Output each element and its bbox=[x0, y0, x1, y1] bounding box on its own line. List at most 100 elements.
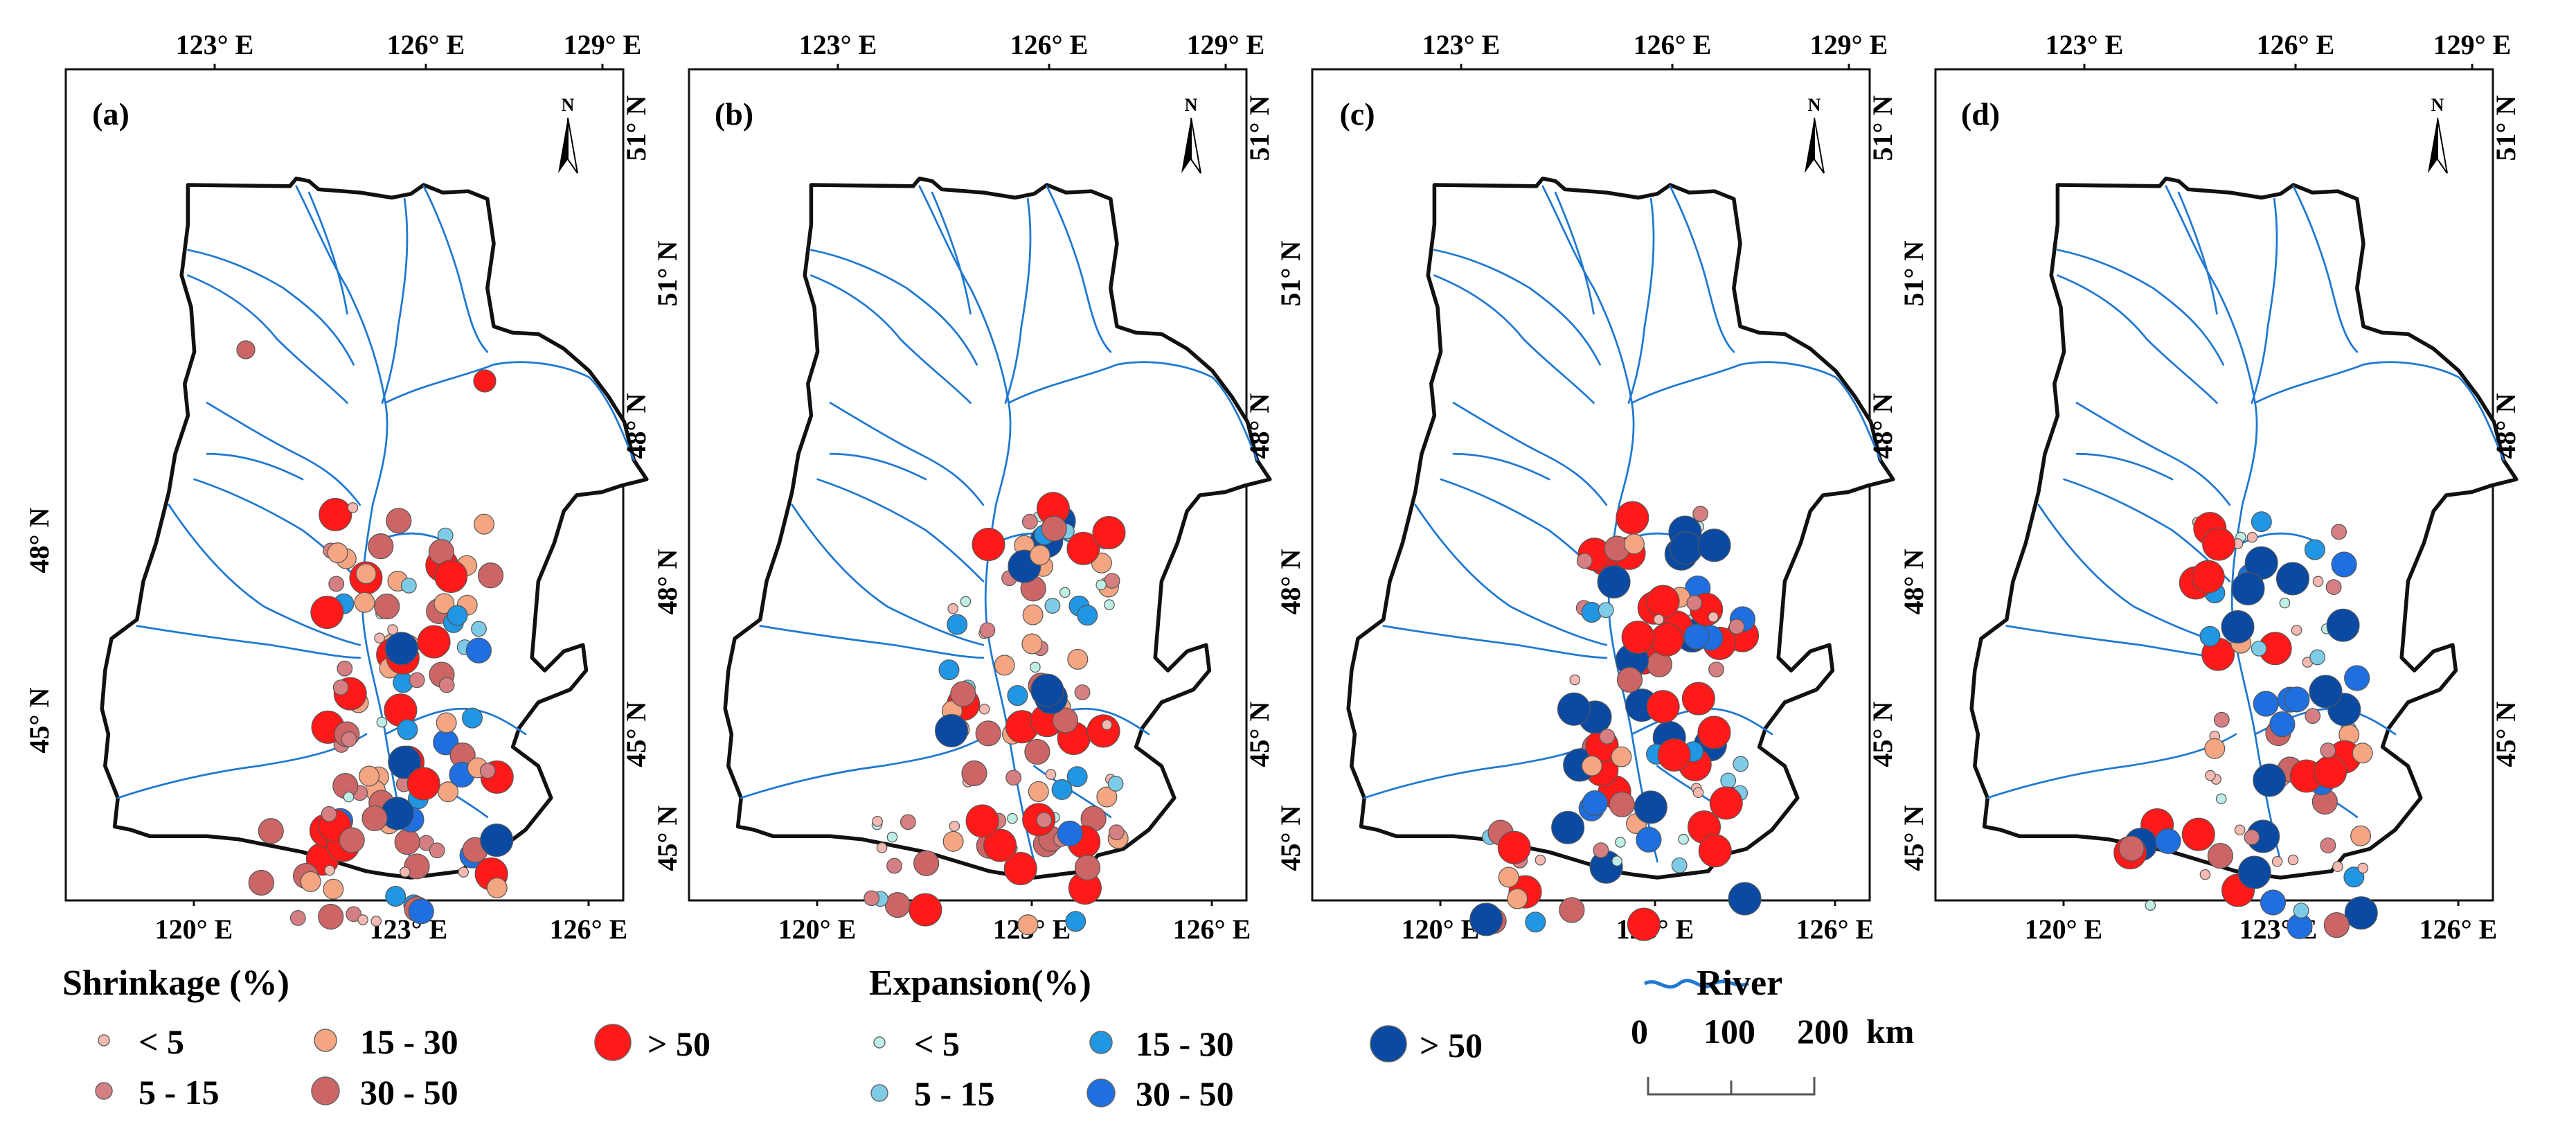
lake-shrinkage-dot bbox=[2246, 531, 2258, 543]
lake-shrinkage-dot bbox=[1067, 648, 1089, 670]
lake-shrinkage-dot bbox=[1021, 513, 1038, 530]
lake-expansion-dot bbox=[2344, 665, 2370, 691]
lake-expansion-dot bbox=[2251, 511, 2272, 533]
lake-expansion-dot bbox=[2284, 686, 2310, 713]
lake-expansion-dot bbox=[1095, 579, 1107, 591]
lake-shrinkage-dot bbox=[1074, 684, 1091, 700]
left-tick-label: 45° N bbox=[24, 687, 55, 753]
lake-expansion-dot bbox=[2253, 691, 2279, 717]
lake-shrinkage-dot bbox=[310, 596, 344, 630]
lake-shrinkage-dot bbox=[2204, 738, 2226, 759]
expansion-legend-title: Expansion(%) bbox=[869, 963, 1091, 1003]
lake-shrinkage-dot bbox=[2234, 824, 2246, 836]
lake-shrinkage-dot bbox=[1022, 604, 1044, 625]
lake-shrinkage-dot bbox=[2357, 862, 2369, 874]
expansion-class-5: > 50 bbox=[1420, 1026, 1483, 1065]
lake-shrinkage-dot bbox=[1681, 682, 1715, 715]
scale-tick-200: 200 bbox=[1797, 1012, 1849, 1051]
lake-shrinkage-dot bbox=[1498, 866, 1519, 888]
lake-expansion-dot bbox=[1051, 779, 1073, 800]
lake-shrinkage-dot bbox=[433, 593, 455, 614]
lake-shrinkage-dot bbox=[2202, 527, 2236, 561]
expansion-legend-symbol-1 bbox=[873, 1036, 886, 1049]
lake-shrinkage-dot bbox=[1535, 854, 1546, 866]
lake-shrinkage-dot bbox=[2305, 708, 2321, 724]
lake-shrinkage-dot bbox=[1576, 553, 1593, 569]
north-arrow-icon bbox=[2428, 118, 2438, 173]
top-tick-label: 123° E bbox=[176, 29, 254, 60]
lake-shrinkage-dot bbox=[1692, 506, 1709, 522]
lake-shrinkage-dot bbox=[324, 864, 335, 876]
right-tick-label: 45° N bbox=[620, 701, 652, 767]
lake-shrinkage-dot bbox=[2320, 743, 2336, 758]
lake-shrinkage-dot bbox=[386, 508, 412, 534]
lake-expansion-dot bbox=[1044, 598, 1061, 614]
lake-shrinkage-dot bbox=[404, 853, 430, 880]
lake-shrinkage-dot bbox=[355, 563, 377, 585]
lake-shrinkage-dot bbox=[1024, 738, 1050, 765]
lake-shrinkage-dot bbox=[1611, 746, 1632, 767]
lake-shrinkage-dot bbox=[1029, 544, 1050, 566]
lake-shrinkage-dot bbox=[1041, 515, 1067, 542]
lake-expansion-dot bbox=[2251, 640, 2267, 657]
shrinkage-class-5: > 50 bbox=[647, 1024, 710, 1063]
right-tick-label: 48° N bbox=[1867, 393, 1898, 459]
lake-shrinkage-dot bbox=[1657, 738, 1691, 772]
lake-shrinkage-dot bbox=[477, 562, 504, 589]
right-tick-label-inner: 45° N bbox=[1898, 805, 1929, 871]
lake-shrinkage-dot bbox=[994, 655, 1015, 676]
top-tick-label: 126° E bbox=[1010, 29, 1089, 60]
lake-expansion-dot bbox=[1469, 903, 1503, 936]
lake-shrinkage-dot bbox=[337, 660, 353, 677]
lake-expansion-dot bbox=[2269, 711, 2296, 738]
lake-shrinkage-dot bbox=[417, 625, 451, 659]
lake-expansion-dot bbox=[1551, 810, 1585, 844]
lake-shrinkage-dot bbox=[1621, 620, 1655, 654]
lake-shrinkage-dot bbox=[1709, 786, 1743, 820]
lake-shrinkage-dot bbox=[1653, 614, 1665, 625]
lake-shrinkage-dot bbox=[1036, 812, 1053, 828]
lake-shrinkage-dot bbox=[248, 869, 274, 896]
lake-shrinkage-dot bbox=[2350, 825, 2372, 846]
shrinkage-class-4: 30 - 50 bbox=[360, 1073, 458, 1112]
lake-shrinkage-dot bbox=[1096, 786, 1118, 808]
lake-expansion-dot bbox=[2253, 763, 2287, 797]
lake-shrinkage-dot bbox=[1559, 897, 1585, 923]
lake-shrinkage-dot bbox=[1599, 729, 1616, 745]
lake-expansion-dot bbox=[2309, 649, 2326, 666]
lake-shrinkage-dot bbox=[361, 805, 388, 832]
lake-shrinkage-dot bbox=[289, 909, 306, 926]
lake-shrinkage-dot bbox=[300, 871, 321, 892]
lake-shrinkage-dot bbox=[1497, 830, 1531, 864]
lake-shrinkage-dot bbox=[884, 892, 911, 918]
north-arrow-letter: N bbox=[1808, 95, 1821, 115]
lake-expansion-dot bbox=[384, 632, 418, 666]
lake-shrinkage-dot bbox=[876, 842, 888, 853]
lake-shrinkage-dot bbox=[2213, 711, 2230, 728]
right-tick-label: 51° N bbox=[620, 95, 652, 161]
lake-expansion-dot bbox=[1066, 766, 1088, 788]
lake-expansion-dot bbox=[400, 577, 417, 594]
expansion-legend-symbol-2 bbox=[870, 1084, 888, 1102]
right-tick-label: 45° N bbox=[2490, 701, 2521, 767]
lake-shrinkage-dot bbox=[321, 806, 337, 822]
lake-shrinkage-dot bbox=[323, 878, 344, 900]
lake-expansion-dot bbox=[1728, 882, 1762, 916]
lake-shrinkage-dot bbox=[1052, 707, 1079, 734]
lake-shrinkage-dot bbox=[2244, 829, 2260, 846]
lake-shrinkage-dot bbox=[374, 632, 385, 644]
lake-shrinkage-dot bbox=[473, 369, 497, 393]
lake-shrinkage-dot bbox=[387, 624, 398, 635]
lake-shrinkage-dot bbox=[1045, 769, 1057, 780]
lake-shrinkage-dot bbox=[357, 914, 368, 925]
lake-expansion-dot bbox=[947, 614, 968, 635]
lake-expansion-dot bbox=[1611, 855, 1622, 866]
lake-shrinkage-dot bbox=[950, 681, 976, 707]
right-tick-label: 45° N bbox=[1867, 701, 1898, 767]
lake-shrinkage-dot bbox=[909, 893, 942, 927]
right-tick-label-inner: 48° N bbox=[1275, 549, 1306, 614]
lake-shrinkage-dot bbox=[1646, 585, 1680, 619]
lake-shrinkage-dot bbox=[886, 857, 902, 874]
